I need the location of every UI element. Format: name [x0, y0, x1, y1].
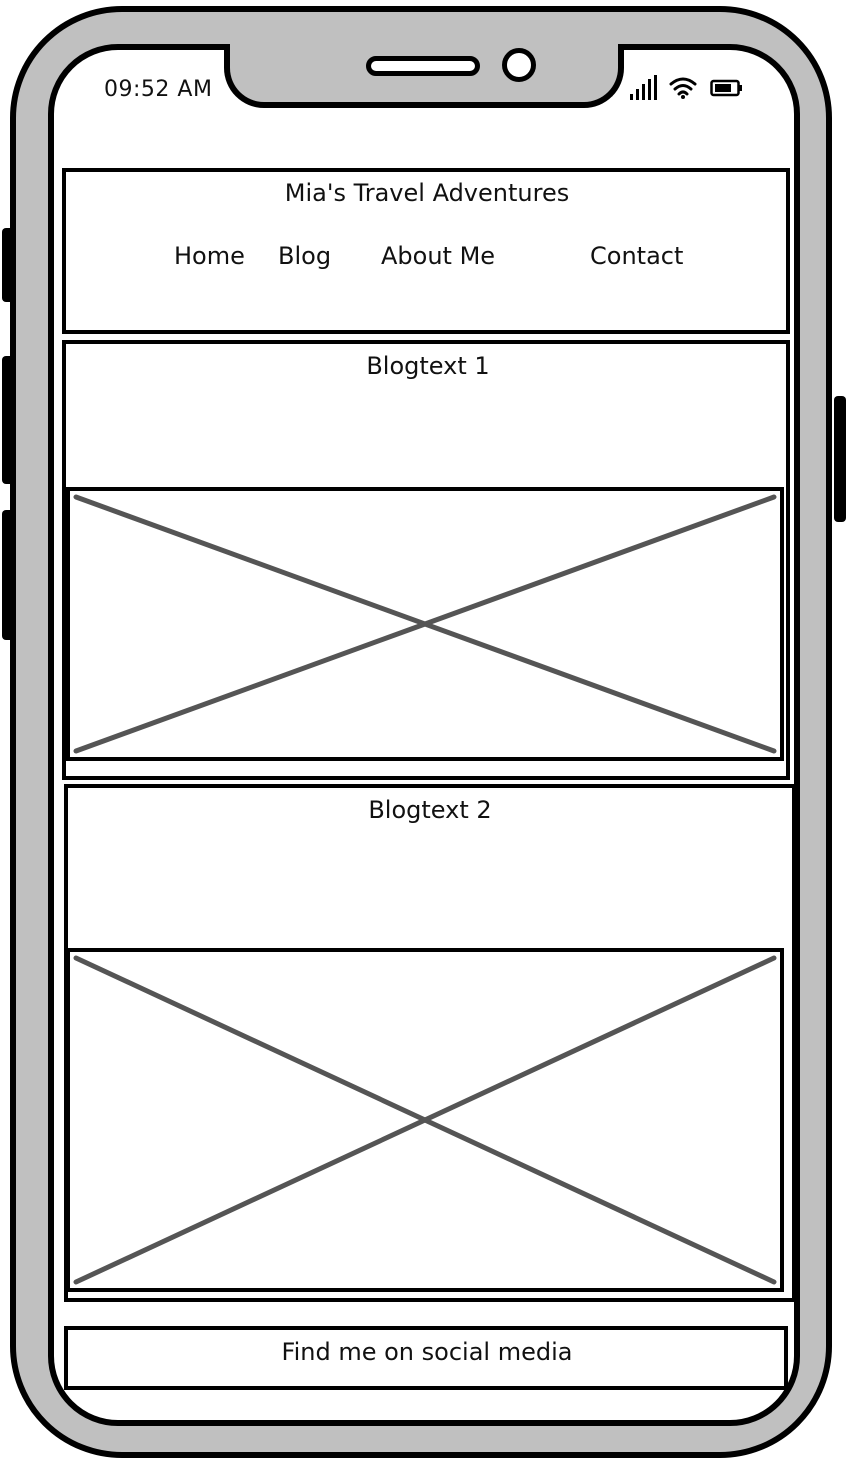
nav-about-me[interactable]: About Me [381, 242, 496, 270]
site-footer [64, 1326, 788, 1390]
blog-post-title[interactable]: Blogtext 1 [366, 352, 490, 380]
status-time: 09:52 AM [104, 77, 213, 102]
nav-contact[interactable]: Contact [590, 242, 684, 270]
social-media-link[interactable]: Find me on social media [281, 1338, 573, 1366]
status-icons [628, 74, 744, 102]
battery-icon [710, 79, 742, 97]
speaker-icon [366, 56, 480, 76]
nav-blog[interactable]: Blog [278, 242, 332, 270]
image-placeholder [66, 948, 784, 1292]
power-button [834, 396, 846, 522]
nav-home[interactable]: Home [174, 242, 245, 270]
camera-icon [502, 48, 536, 82]
blog-post-title[interactable]: Blogtext 2 [368, 796, 492, 824]
signal-icon [630, 75, 657, 100]
placeholder-cross-icon [73, 494, 777, 754]
placeholder-cross-icon [73, 955, 777, 1285]
site-title: Mia's Travel Adventures [284, 179, 570, 207]
phone-notch [224, 44, 624, 108]
wifi-icon [669, 77, 697, 99]
site-header [62, 168, 790, 334]
image-placeholder [66, 487, 784, 761]
